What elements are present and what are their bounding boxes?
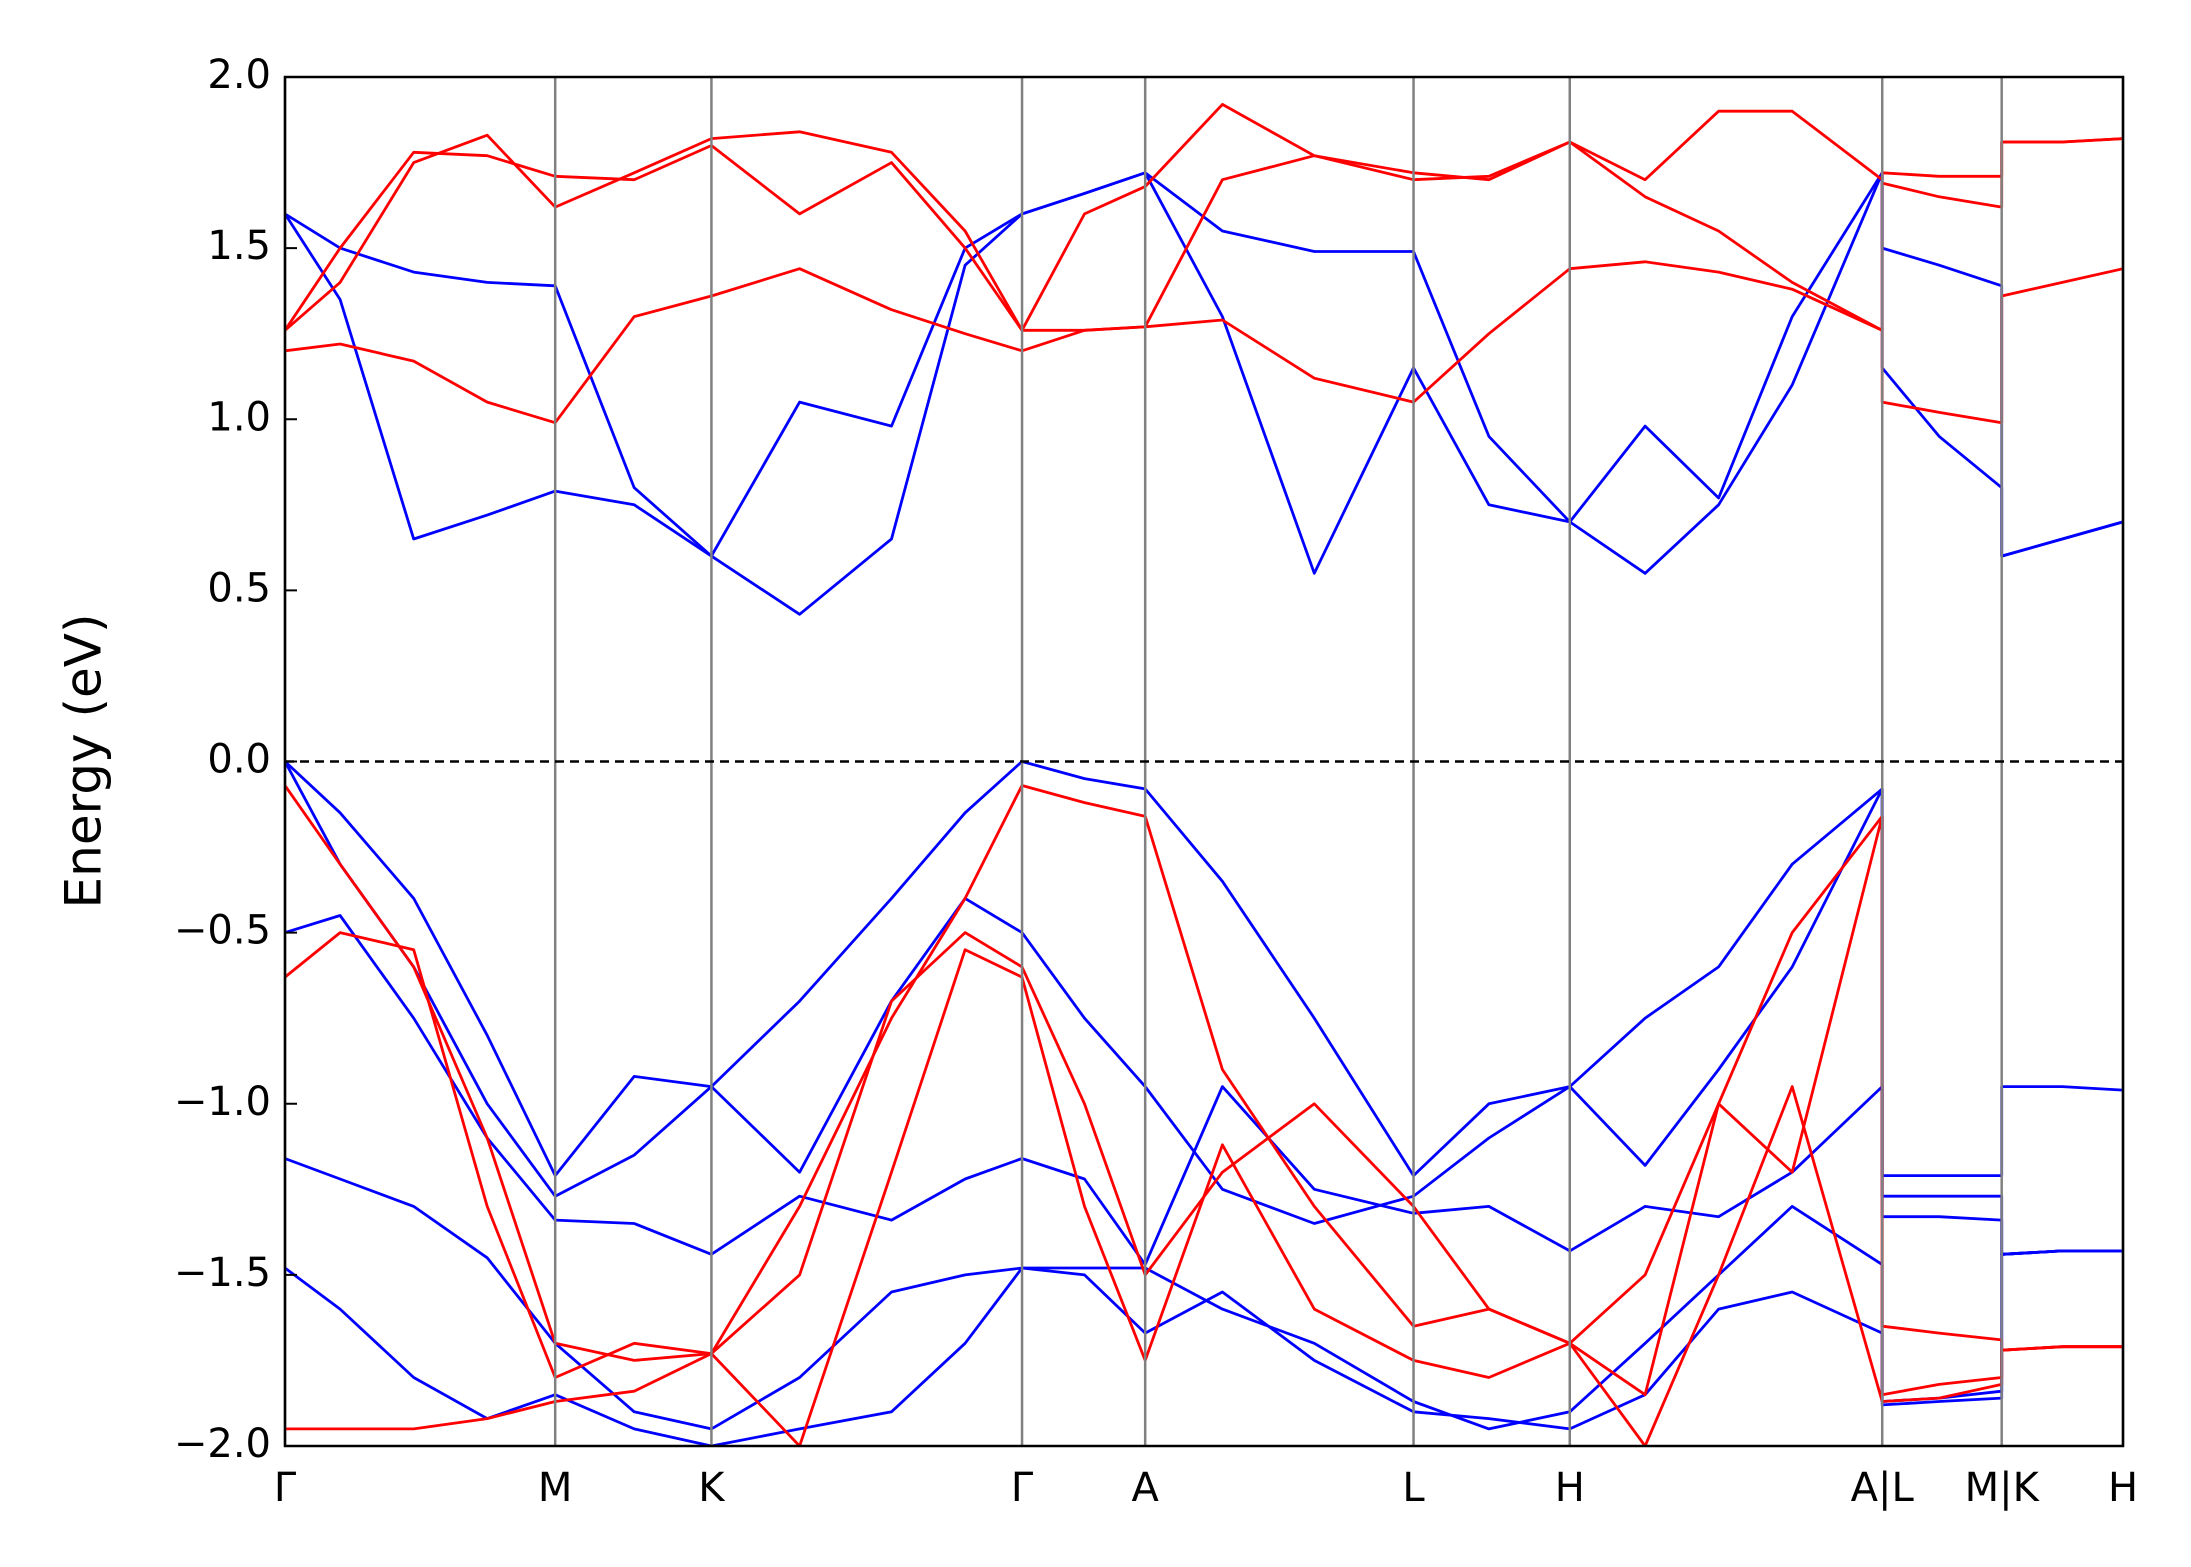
band	[285, 914, 2123, 1266]
x-tick-label: L	[1402, 1465, 1425, 1511]
y-tick-label: 0.5	[207, 565, 271, 611]
band	[285, 931, 2123, 1446]
band	[285, 171, 2123, 558]
x-tick-label: H	[1555, 1465, 1585, 1511]
x-tick-label: Γ	[274, 1465, 297, 1511]
band	[285, 814, 2123, 1446]
band	[285, 760, 2123, 1256]
y-tick-label: 0.0	[207, 737, 271, 783]
y-tick-label: 2.0	[207, 52, 271, 98]
y-tick-label: −0.5	[174, 908, 271, 954]
band	[285, 171, 2123, 616]
band	[285, 760, 2123, 1177]
band	[285, 784, 2123, 1362]
plot-frame	[283, 75, 2125, 1448]
band	[285, 137, 2123, 332]
x-tick-label: M|K	[1965, 1465, 2041, 1511]
y-tick-label: −2.0	[174, 1421, 271, 1467]
plot-area	[285, 103, 2123, 1446]
x-tick-label: Γ	[1011, 1465, 1034, 1511]
band	[285, 260, 2123, 425]
y-tick-label: 1.0	[207, 394, 271, 440]
y-tick-label: 1.5	[207, 223, 271, 269]
x-tick-label: A	[1131, 1465, 1159, 1511]
x-tick-label: A|L	[1851, 1465, 1915, 1511]
x-tick-label: M	[538, 1465, 573, 1511]
y-tick-label: −1.5	[174, 1250, 271, 1296]
x-tick-label: H	[2108, 1465, 2138, 1511]
y-tick-label: −1.0	[174, 1079, 271, 1125]
y-axis-label: Energy (eV)	[55, 614, 113, 909]
x-tick-label: K	[698, 1465, 726, 1511]
band	[285, 103, 2123, 332]
